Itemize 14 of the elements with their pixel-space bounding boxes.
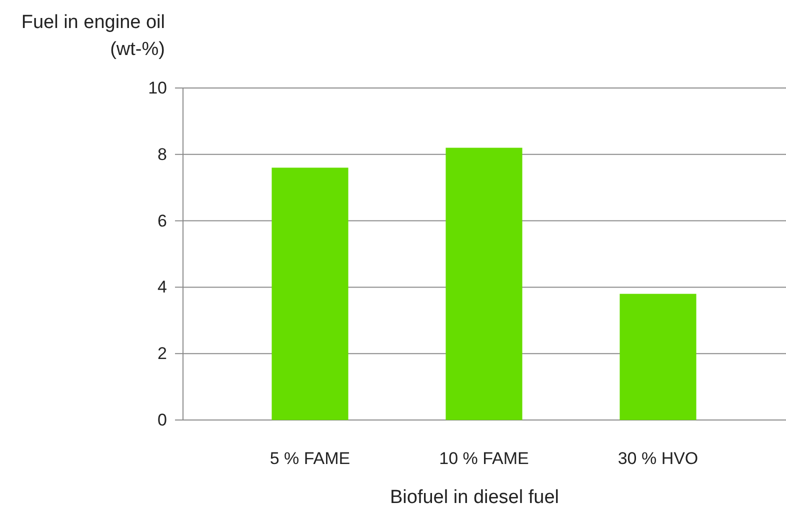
x-tick-label: 10 % FAME (439, 449, 529, 468)
x-axis-title: Biofuel in diesel fuel (390, 487, 559, 508)
y-tick-label: 2 (158, 344, 167, 364)
y-tick-label: 10 (148, 78, 167, 98)
y-tick-label: 8 (158, 144, 167, 164)
bar (272, 168, 348, 420)
x-tick-label: 5 % FAME (270, 449, 350, 468)
y-axis-title: Fuel in engine oil (wt-%) (21, 12, 165, 60)
y-tick-label: 4 (158, 278, 167, 297)
bar (446, 148, 522, 420)
y-tick-label: 0 (158, 410, 167, 430)
bar (620, 294, 696, 420)
x-tick-label: 30 % HVO (618, 449, 698, 468)
y-tick-label: 6 (158, 211, 167, 230)
